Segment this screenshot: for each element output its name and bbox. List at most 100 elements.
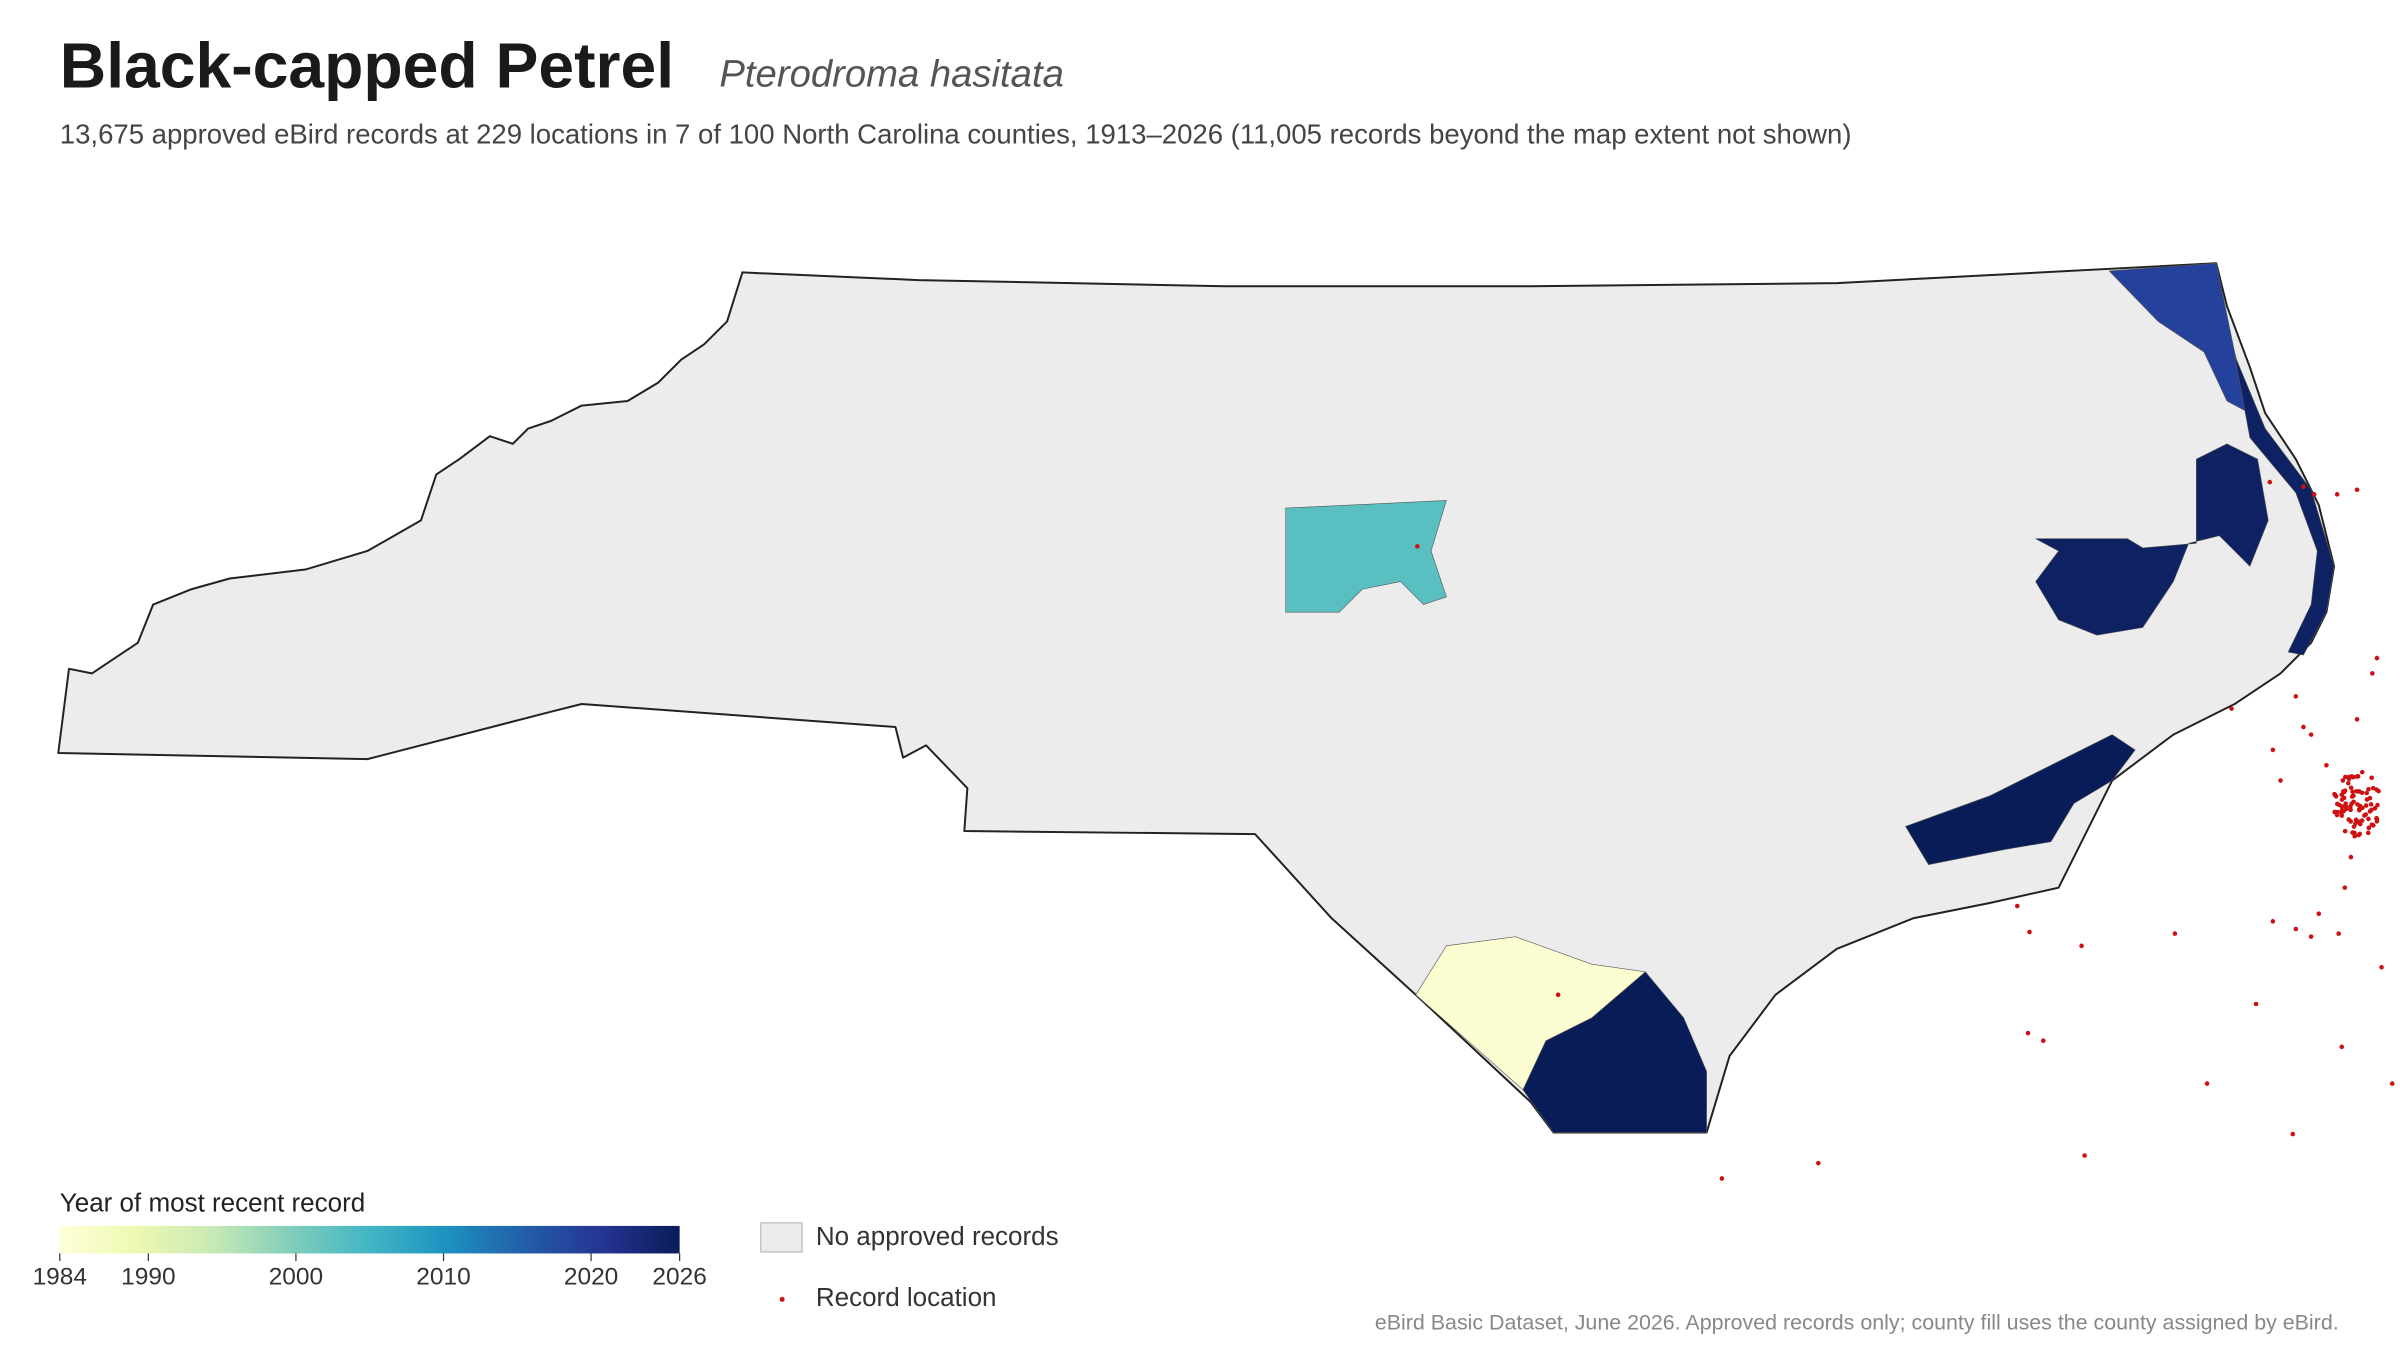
record-dot <box>2366 786 2371 792</box>
record-dot <box>2355 802 2360 807</box>
record-dot <box>2356 789 2362 794</box>
record-dot <box>2324 762 2329 768</box>
species-name: Pterodroma hasitata <box>719 53 1063 96</box>
record-dot <box>1415 544 1420 549</box>
record-dot <box>2348 807 2353 813</box>
record-dot <box>2332 791 2337 797</box>
record-dot <box>2374 787 2379 792</box>
county <box>1905 734 2136 866</box>
record-dot <box>2342 828 2348 834</box>
record-dot <box>2363 803 2369 808</box>
colorbar <box>59 1225 680 1254</box>
record-dot <box>2040 1038 2046 1044</box>
record-dot <box>2370 671 2375 676</box>
record-dot <box>2359 818 2365 823</box>
record-dot <box>2301 724 2306 730</box>
record-dot <box>2365 830 2371 836</box>
county <box>2234 354 2335 656</box>
record-dot <box>2366 816 2371 822</box>
record-dot <box>2357 831 2363 837</box>
record-dot <box>2352 830 2357 836</box>
record-dot <box>2372 806 2378 811</box>
record-dot <box>2025 1030 2031 1036</box>
record-dot <box>2293 926 2299 932</box>
colorbar-tick-label: 2000 <box>269 1263 323 1290</box>
record-dot <box>2270 747 2276 753</box>
record-dot <box>2379 964 2384 970</box>
record-dot <box>2293 694 2299 699</box>
record-dot <box>1816 1160 1821 1166</box>
legend-label: No approved records <box>816 1221 1059 1251</box>
record-dot <box>2343 774 2348 780</box>
record-dot <box>2350 789 2355 794</box>
record-dot <box>2336 931 2341 936</box>
record-dot <box>2172 931 2178 936</box>
record-dot <box>2316 911 2322 916</box>
record-dot <box>2366 825 2372 831</box>
footer: eBird Basic Dataset, June 2026. Approved… <box>1375 1311 2339 1335</box>
record-dot <box>2204 1081 2210 1086</box>
record-dot <box>2290 1131 2296 1137</box>
record-dot <box>2339 797 2345 802</box>
record-dot <box>2339 1044 2345 1050</box>
record-dot <box>2014 903 2020 909</box>
record-dot <box>2348 785 2354 791</box>
record-dot <box>2340 778 2346 783</box>
title: Black-capped Petrel <box>60 29 674 101</box>
record-dot <box>2308 732 2314 737</box>
record-locations <box>1415 479 2395 1181</box>
record-dot <box>2253 1001 2259 1007</box>
colorbar-tick-label: 1984 <box>33 1263 87 1290</box>
county <box>2035 443 2269 636</box>
record-dot <box>2374 815 2379 821</box>
record-dot <box>2371 823 2376 828</box>
record-dot <box>2278 778 2283 783</box>
record-dot <box>2311 492 2317 497</box>
record-dot <box>2354 717 2360 722</box>
record-dot <box>2367 795 2373 801</box>
record-dot <box>2301 484 2306 489</box>
record-dot <box>1719 1176 1725 1181</box>
record-dot <box>2367 809 2373 814</box>
record-dot <box>2389 1081 2395 1086</box>
record-dot <box>2079 943 2084 949</box>
record-dot <box>2348 819 2354 824</box>
record-dot <box>2375 802 2380 808</box>
record-dot <box>2364 790 2369 796</box>
record-dot <box>2369 775 2374 781</box>
colorbar-tick-label: 1990 <box>121 1263 175 1290</box>
no-records-swatch <box>760 1222 803 1253</box>
record-dot <box>2308 934 2314 939</box>
record-dot <box>2354 774 2360 779</box>
record-dot <box>2354 487 2360 493</box>
colorbar-tick-label: 2010 <box>416 1263 470 1290</box>
record-dot <box>2339 804 2345 809</box>
record-dot <box>2349 794 2355 799</box>
record-dot <box>2027 929 2032 935</box>
record-dot <box>2343 804 2349 809</box>
legend-label: Record location <box>816 1282 997 1312</box>
subtitle: 13,675 approved eBird records at 229 loc… <box>60 118 1852 149</box>
record-dot <box>2374 655 2380 661</box>
record-dot <box>2362 813 2367 818</box>
state-outline <box>57 262 2336 1134</box>
record-dot <box>2360 805 2365 811</box>
record-dot <box>2342 885 2348 890</box>
county <box>2108 262 2251 414</box>
record-swatch <box>779 1296 785 1302</box>
record-dot <box>2352 833 2357 839</box>
record-dot <box>2349 801 2354 807</box>
record-dot <box>2270 919 2276 924</box>
record-dot <box>2353 821 2358 826</box>
counties <box>1285 262 2335 1133</box>
colorbar-ticks: 1984 1990 2000 2010 2020 2026 <box>33 1253 707 1290</box>
record-dot <box>2341 808 2346 814</box>
record-dot <box>2370 785 2376 791</box>
county <box>1415 936 1647 1091</box>
record-dot <box>2267 479 2273 485</box>
county <box>1285 500 1447 613</box>
record-dot <box>2348 854 2354 860</box>
record-dot <box>2332 809 2337 815</box>
